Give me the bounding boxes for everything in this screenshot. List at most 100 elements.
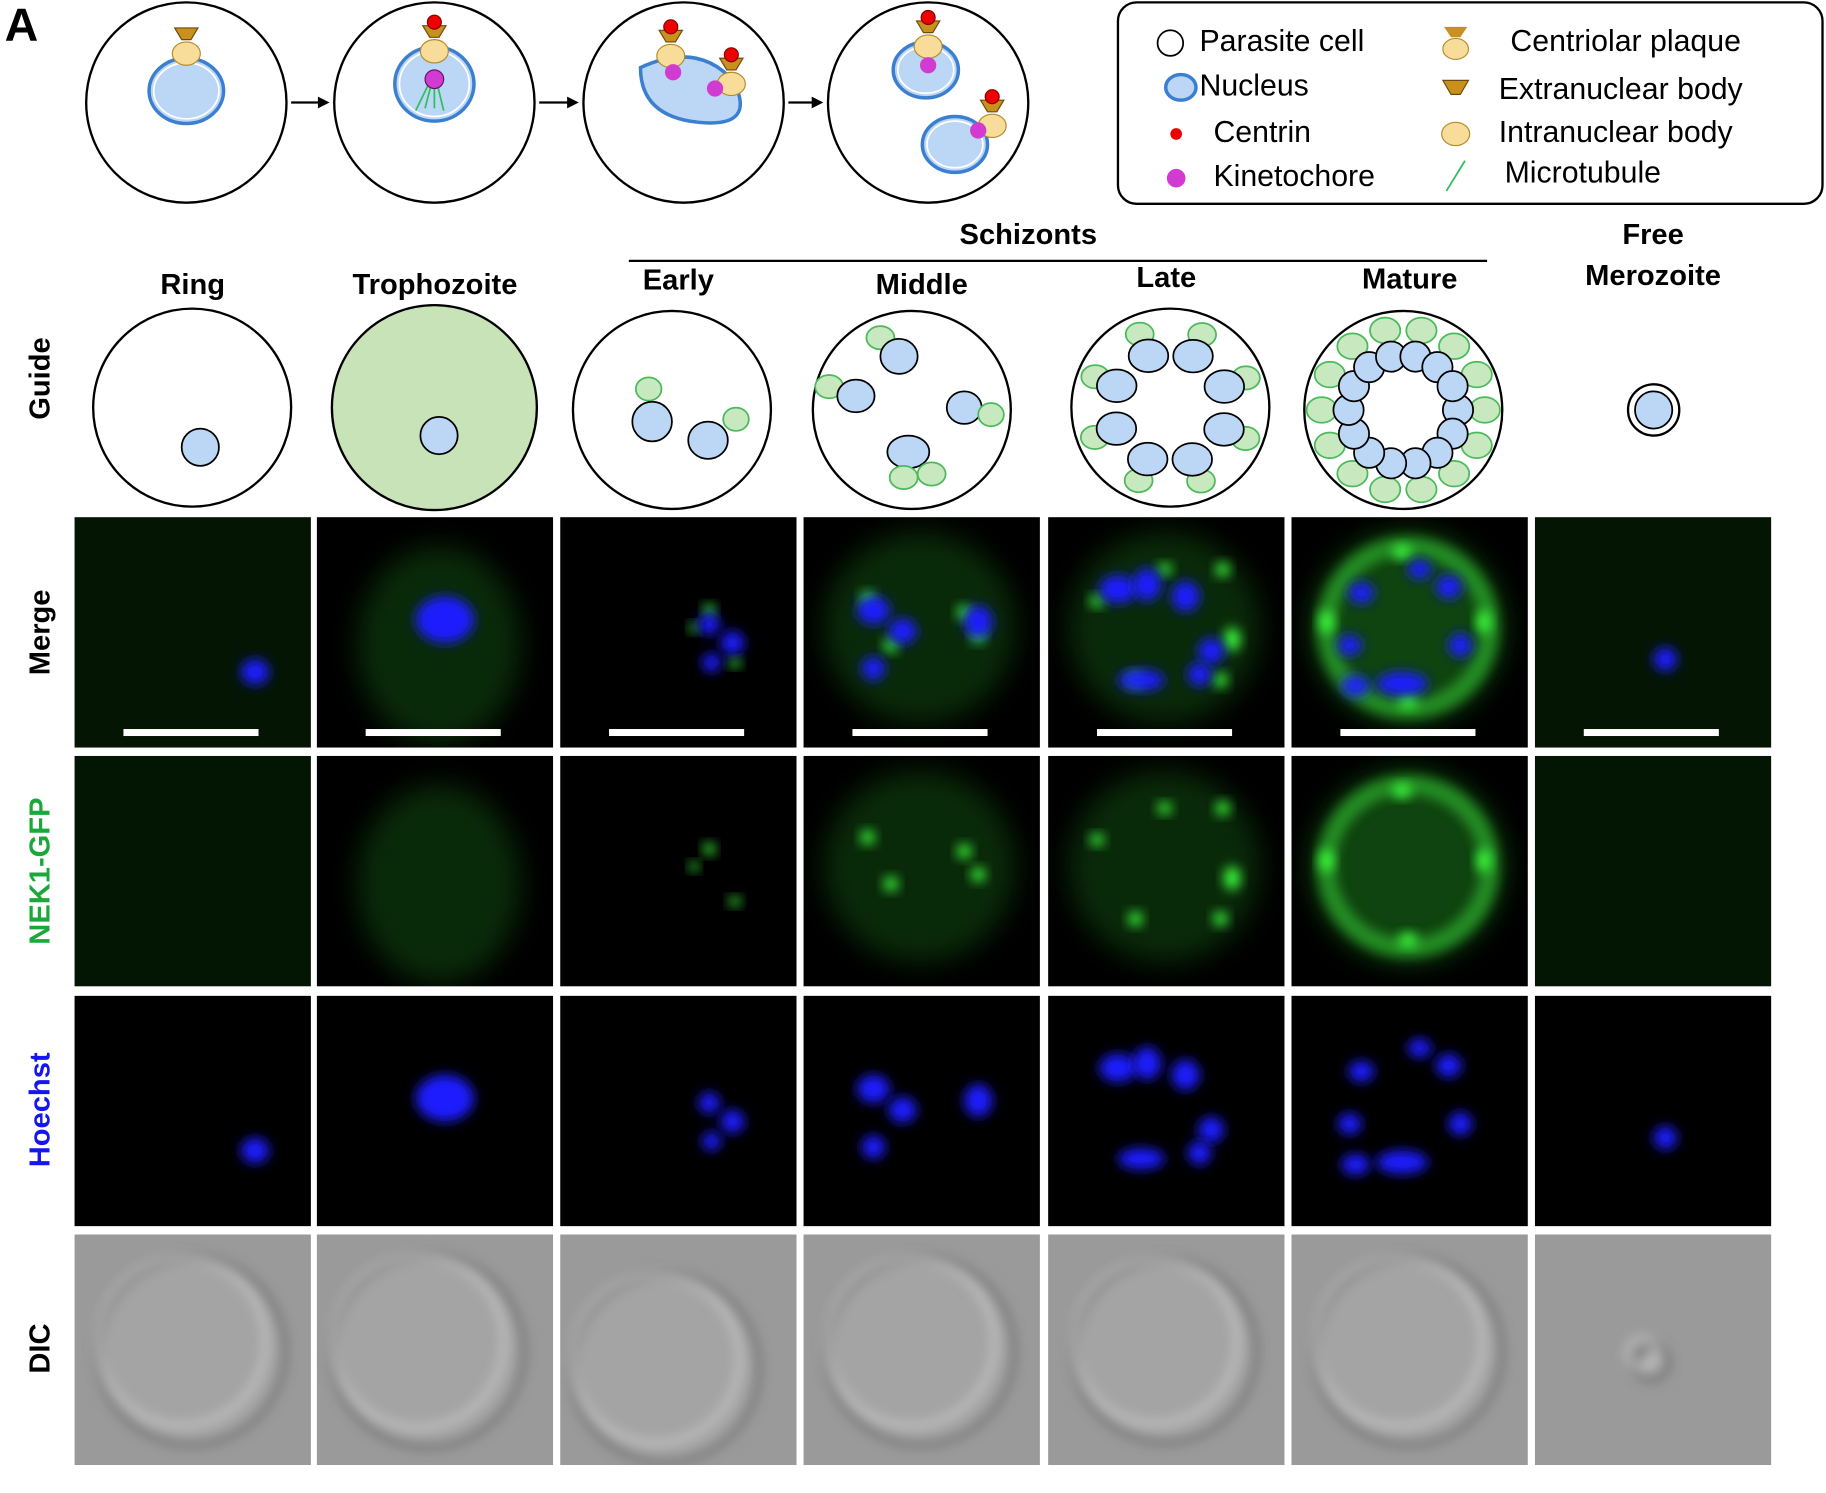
dic-cell (824, 1255, 1016, 1447)
gfp-spot (729, 896, 741, 907)
micrograph (316, 755, 554, 987)
micrograph (74, 995, 311, 1227)
guide-nucleus (1171, 442, 1213, 477)
gfp-spot (689, 861, 699, 872)
micrograph (1291, 517, 1528, 748)
micrograph (1291, 995, 1528, 1227)
gfp-spot (1476, 610, 1491, 634)
scale-bar (1096, 729, 1233, 737)
hoechst-nucleus (720, 1109, 745, 1134)
intranuclear-body (419, 39, 449, 64)
stage-label: Merozoite (1585, 260, 1721, 292)
dic-highlight (1071, 1258, 1239, 1426)
micrograph (74, 755, 311, 987)
hoechst-nucleus (1448, 1112, 1472, 1136)
hoechst-nucleus (1133, 568, 1162, 601)
gfp-spot (1157, 802, 1172, 815)
legend-icon (1170, 128, 1183, 140)
gfp-spot (1090, 833, 1104, 846)
nucleus (147, 56, 226, 126)
hoechst-nucleus (964, 1084, 993, 1117)
micrograph (1048, 1234, 1285, 1466)
guide-nucleus (945, 390, 983, 425)
row-label: NEK1-GFP (25, 798, 57, 945)
row-label: Guide (25, 337, 57, 419)
micrograph (1291, 1234, 1528, 1466)
micrograph (803, 755, 1040, 987)
hoechst-nucleus (1117, 669, 1165, 691)
gfp-spot (729, 657, 741, 668)
hoechst-nucleus (1338, 1113, 1362, 1135)
stage-label: Ring (160, 269, 225, 301)
hoechst-nucleus (857, 1074, 890, 1103)
micrograph (1534, 1234, 1772, 1466)
scale-bar (123, 729, 259, 737)
stage-label: Trophozoite (352, 269, 517, 301)
dic-cell (1312, 1255, 1504, 1447)
guide-nucleus (1634, 390, 1674, 430)
guide-cell (91, 307, 293, 508)
kinetochore (664, 64, 682, 81)
hoechst-nucleus (1348, 1060, 1375, 1082)
hoechst-nucleus (1341, 1154, 1370, 1176)
row-label: DIC (25, 1323, 57, 1373)
hoechst-nucleus (241, 659, 270, 685)
micrograph (316, 995, 554, 1227)
micrograph-bg (1534, 755, 1772, 987)
hoechst-nucleus (698, 1092, 720, 1114)
kinetochore (706, 80, 724, 97)
dic-highlight (825, 1255, 997, 1428)
guide-nucleus (180, 427, 220, 467)
hoechst-nucleus (1407, 1038, 1432, 1058)
legend-label: Centriolar plaque (1510, 25, 1741, 58)
micrograph (803, 517, 1040, 748)
legend-icon (1442, 37, 1470, 61)
guide-centrosome (1305, 396, 1338, 424)
panel-label: A (5, 0, 39, 50)
kinetochore (970, 122, 987, 139)
hoechst-nucleus (888, 1097, 917, 1123)
micrograph (1534, 517, 1772, 748)
hoechst-nucleus (964, 605, 993, 639)
gfp-cytoplasm (1312, 770, 1504, 962)
guide-nucleus (1203, 369, 1245, 404)
scale-bar (1583, 729, 1719, 737)
micrograph (1534, 755, 1772, 987)
legend-label: Nucleus (1199, 69, 1308, 102)
micrograph (316, 1234, 554, 1466)
guide-nucleus (1096, 368, 1138, 404)
scale-bar (1340, 729, 1476, 737)
gfp-spot (703, 843, 716, 855)
arrow-head (567, 96, 579, 109)
guide-cell (811, 309, 1012, 511)
stage-label: Free (1622, 219, 1684, 251)
hoechst-nucleus (415, 1074, 474, 1122)
micrograph-bg (74, 755, 311, 987)
scale-bar (852, 729, 988, 737)
guide-nucleus (886, 434, 931, 470)
arrow-head (317, 96, 330, 109)
hoechst-nucleus (1653, 647, 1677, 671)
dic-cell (95, 1255, 287, 1447)
gfp-spot (1319, 848, 1334, 873)
guide-nucleus (687, 420, 729, 460)
hoechst-nucleus (1338, 634, 1362, 656)
micrograph (1534, 995, 1772, 1227)
micrograph (74, 1234, 311, 1466)
micrograph-bg (74, 517, 311, 748)
guide-centrosome (1438, 332, 1471, 360)
hoechst-nucleus (1407, 560, 1432, 579)
micrograph-bg (1534, 995, 1772, 1227)
hoechst-nucleus (702, 1131, 721, 1151)
stage-label: Late (1136, 262, 1196, 294)
group-label: Schizonts (960, 219, 1097, 251)
stage-label: Early (643, 265, 715, 297)
micrograph (560, 517, 797, 748)
micrograph (74, 517, 311, 748)
hoechst-nucleus (241, 1137, 270, 1164)
content: Parasite cell Nucleus Centrin Kinetochore Ce… (25, 1, 1772, 1466)
gfp-spot (1476, 848, 1491, 873)
micrograph-bg (803, 995, 1040, 1227)
hoechst-nucleus (1376, 671, 1428, 696)
row-label: Merge (25, 590, 57, 676)
